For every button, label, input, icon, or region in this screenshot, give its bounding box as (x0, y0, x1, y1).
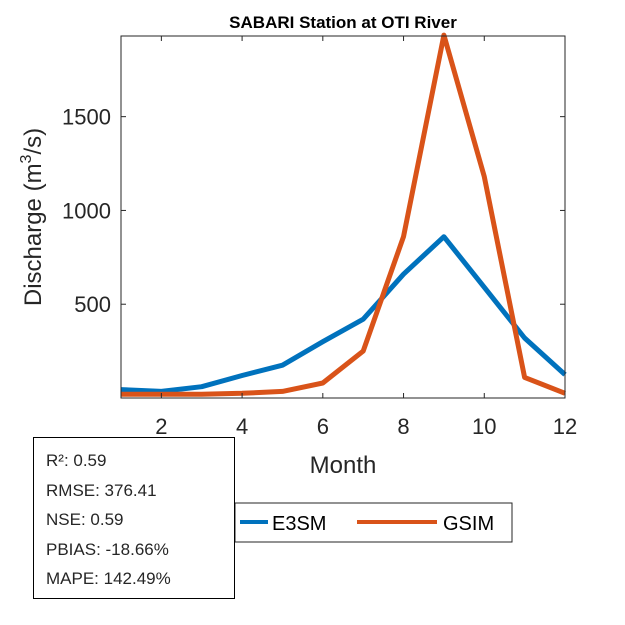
series-line-gsim (121, 32, 566, 397)
y-tick-label: 1500 (62, 105, 111, 130)
stat-nse: NSE: 0.59 (46, 510, 124, 529)
y-tick-label: 500 (74, 292, 111, 317)
legend-label-gsim: GSIM (443, 513, 494, 535)
stats-box: R²: 0.59 RMSE: 376.41 NSE: 0.59 PBIAS: -… (33, 437, 235, 599)
chart-title: SABARI Station at OTI River (229, 13, 457, 32)
stat-mape: MAPE: 142.49% (46, 569, 171, 588)
series-line-e3sm (120, 234, 567, 394)
plot-lines (120, 32, 567, 397)
x-tick-label: 6 (317, 414, 329, 439)
x-axis-label: Month (310, 452, 377, 479)
plot-frame (120, 35, 566, 399)
stat-r2: R²: 0.59 (46, 451, 107, 470)
y-tick-label: 1000 (62, 198, 111, 223)
x-tick-label: 12 (553, 414, 577, 439)
axes: 2 4 6 8 10 12 500 1000 1500 (62, 36, 577, 439)
y-axis-label-main: Discharge (m (20, 163, 47, 306)
stat-pbias: PBIAS: -18.66% (46, 539, 169, 559)
y-axis-label: Discharge (m3/s) (18, 128, 47, 306)
y-axis-label-sup: 3 (18, 154, 35, 163)
stat-rmse: RMSE: 376.41 (46, 480, 157, 500)
x-tick-label: 4 (236, 414, 248, 439)
x-tick-label: 2 (155, 414, 167, 439)
legend: E3SM GSIM (234, 502, 513, 543)
y-axis-label-tail: /s) (20, 128, 47, 155)
x-tick-label: 8 (397, 414, 409, 439)
legend-label-e3sm: E3SM (272, 513, 326, 535)
x-tick-label: 10 (472, 414, 496, 439)
